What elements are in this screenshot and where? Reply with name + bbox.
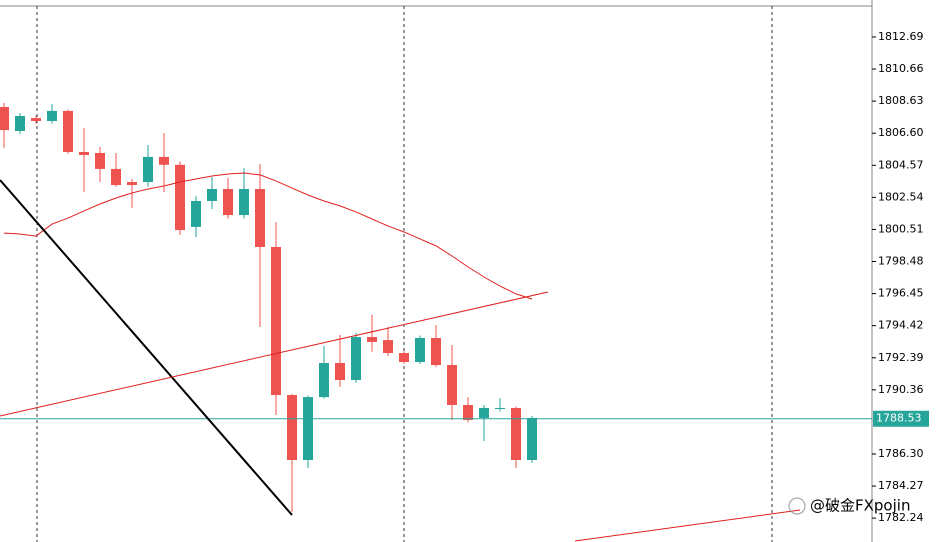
candle-body: [159, 156, 169, 165]
y-tick-label: 1804.57: [878, 158, 924, 171]
candle-body: [399, 353, 409, 363]
candle-body: [47, 110, 57, 122]
y-tick-label: 1794.42: [878, 319, 924, 332]
trend-line: [574, 509, 801, 542]
candle-body: [95, 152, 105, 169]
y-tick-label: 1792.39: [878, 351, 924, 364]
y-tick-label: 1782.24: [878, 511, 924, 524]
candle-body: [335, 362, 345, 381]
y-tick-label: 1798.48: [878, 255, 924, 268]
candle-body: [111, 168, 121, 186]
y-tick-label: 1812.69: [878, 30, 924, 43]
y-tick-label: 1802.54: [878, 190, 924, 203]
candle-body: [207, 188, 217, 201]
candle-body: [479, 408, 489, 418]
candle-body: [239, 188, 249, 216]
y-tick-label: 1790.36: [878, 383, 924, 396]
candle-body: [79, 152, 89, 156]
candle-body: [303, 397, 313, 460]
candle-body: [527, 417, 537, 460]
y-tick-label: 1796.45: [878, 287, 924, 300]
candle-body: [415, 337, 425, 363]
candle-body: [191, 200, 201, 227]
candle-body: [351, 337, 361, 381]
candle-body: [511, 408, 521, 460]
candle-body: [383, 340, 393, 354]
moving-average: [3, 172, 533, 300]
candle-body: [0, 106, 9, 131]
candle-body: [271, 246, 281, 396]
y-tick-label: 1786.30: [878, 447, 924, 460]
trend-line: [0, 291, 549, 417]
y-tick-label: 1810.66: [878, 62, 924, 75]
candle-body: [447, 365, 457, 405]
candle-body: [175, 164, 185, 231]
candle-body: [367, 337, 377, 342]
watermark-icon: [788, 497, 806, 515]
candle-body: [495, 408, 505, 410]
candle-body: [431, 337, 441, 366]
candle-body: [31, 118, 41, 122]
candle-body: [143, 156, 153, 183]
candle-body: [223, 188, 233, 216]
watermark: @破金FXpojin: [810, 497, 910, 515]
candle-body: [255, 188, 265, 247]
y-tick-label: 1784.27: [878, 479, 924, 492]
candle-body: [319, 362, 329, 398]
candle-body: [127, 182, 137, 186]
candle-body: [287, 395, 297, 460]
candle-body: [463, 404, 473, 421]
trend-line: [0, 179, 293, 516]
candle-body: [63, 110, 73, 153]
current-price-box: [873, 410, 929, 427]
candle-body: [15, 115, 25, 131]
y-tick-label: 1808.63: [878, 94, 924, 107]
y-tick-label: 1800.51: [878, 222, 924, 235]
y-tick-label: 1806.60: [878, 126, 924, 139]
current-price-label: 1788.53: [876, 412, 922, 425]
